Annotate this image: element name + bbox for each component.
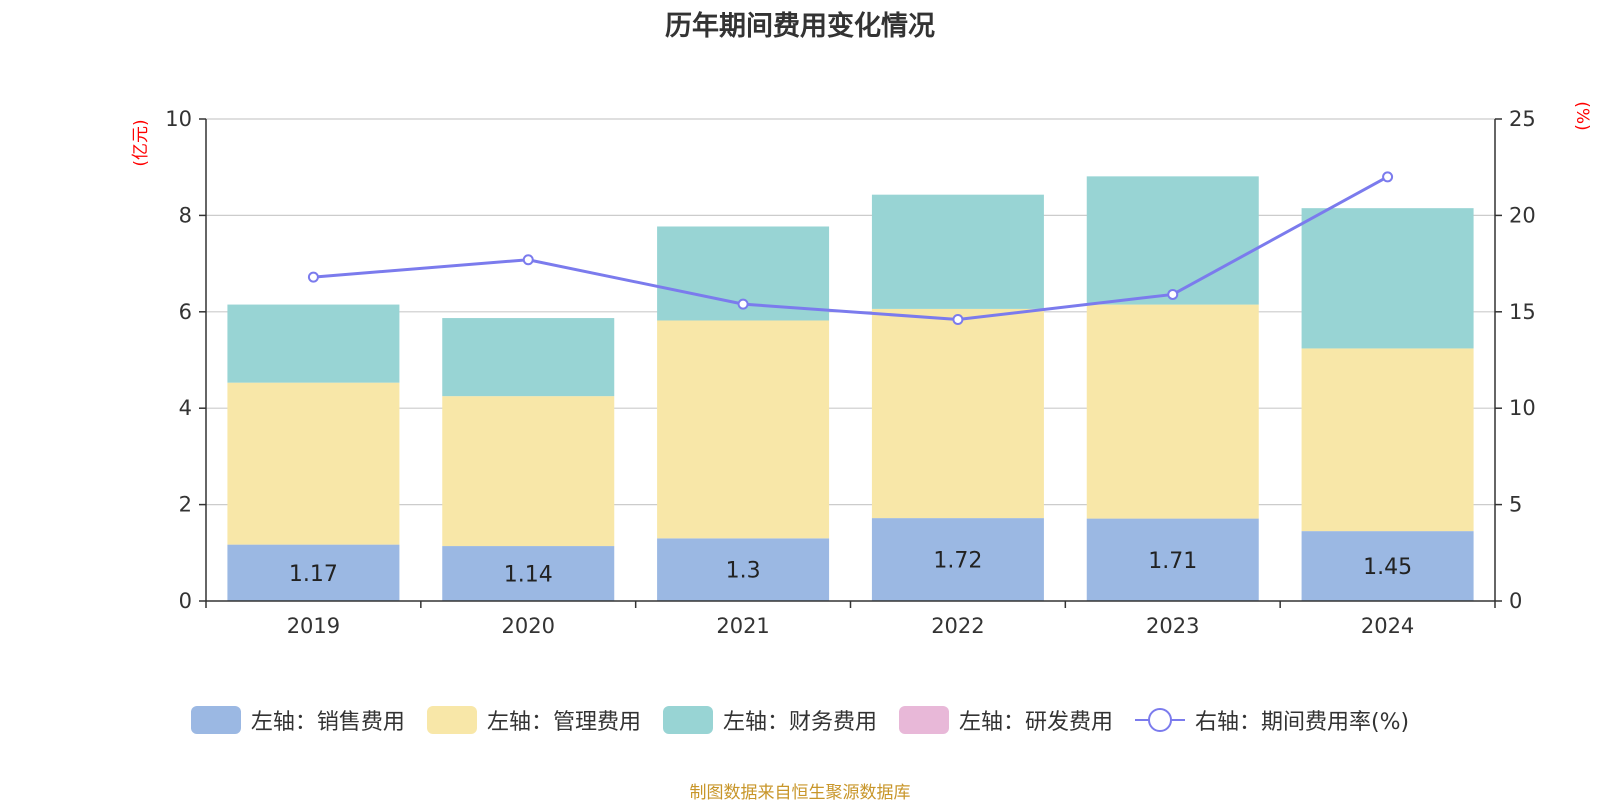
bar-segment-2024-0 [1301,531,1474,601]
legend-item[interactable]: 左轴：销售费用 [190,704,405,736]
legend-item[interactable]: 左轴：研发费用 [898,704,1113,736]
rate-point [952,314,964,326]
legend-item[interactable]: 左轴：财务费用 [662,704,877,736]
legend-item[interactable]: 左轴：管理费用 [426,704,641,736]
x-tick-label: 2019 [287,614,340,638]
bar-segment-2019-0 [227,544,400,601]
bar-segment-2022-0 [871,518,1044,601]
legend-label: 左轴：财务费用 [722,710,877,735]
rate-line-group [307,171,1394,326]
bar-segment-2020-2 [442,318,615,397]
x-tick-label: 2023 [1146,614,1199,638]
right-tick-label: 10 [1509,396,1536,420]
right-tick-label: 15 [1509,300,1536,324]
bar-segment-2021-1 [657,320,830,539]
chart-title: 历年期间费用变化情况 [665,11,935,42]
bar-segment-2024-1 [1301,348,1474,532]
bar-segment-2022-1 [871,308,1044,519]
x-tick-label: 2024 [1361,614,1414,638]
bar-label-2021: 1.3 [726,559,761,584]
legend: 左轴：销售费用 左轴：管理费用 左轴：财务费用 左轴：研发费用 右轴：期间费用率(%) [0,704,1600,736]
source-note: 制图数据来自恒生聚源数据库 [689,783,911,803]
legend-line-swatch [1134,708,1185,732]
rate-point [737,298,749,310]
axes: 0 2 4 6 8 10 0 5 10 15 20 25 2019 2020 2021 2022 2023 202… [165,107,1535,638]
bar-segment-2020-0 [442,546,615,601]
bar-group [227,176,1474,601]
legend-swatch [898,706,949,734]
bar-label-2024: 1.45 [1363,555,1412,580]
rate-point [1167,288,1179,300]
data-labels: 1.17 1.14 1.3 1.72 1.71 1.45 [289,549,1412,588]
right-tick-label: 20 [1509,203,1536,227]
left-axis-unit: (亿元) [131,119,151,166]
bar-segment-2022-2 [871,194,1044,309]
legend-swatch [662,706,713,734]
legend-label: 右轴：期间费用率(%) [1194,710,1410,735]
right-axis-unit: (%) [1572,101,1592,130]
legend-label: 左轴：研发费用 [958,710,1113,735]
right-tick-label: 0 [1509,589,1522,613]
legend-label: 左轴：销售费用 [250,710,405,735]
bar-segment-2024-2 [1301,208,1474,349]
right-tick-label: 5 [1509,493,1522,517]
bar-segment-2023-2 [1086,176,1259,305]
rate-point [1382,171,1394,183]
bar-segment-2019-2 [227,304,400,383]
x-tick-label: 2022 [931,614,984,638]
legend-swatch [190,706,241,734]
left-tick-label: 6 [179,300,192,324]
legend-swatch [426,706,477,734]
bar-segment-2023-1 [1086,304,1259,519]
x-tick-label: 2021 [716,614,769,638]
rate-point [307,271,319,283]
right-tick-label: 25 [1509,107,1536,131]
bar-segment-2021-0 [657,538,830,601]
left-tick-label: 0 [179,589,192,613]
legend-item[interactable]: 右轴：期间费用率(%) [1134,704,1410,736]
bar-label-2022: 1.72 [933,549,982,574]
rate-point [522,254,534,266]
x-tick-label: 2020 [502,614,555,638]
left-tick-label: 8 [179,203,192,227]
bar-label-2020: 1.14 [504,563,553,588]
bar-label-2023: 1.71 [1148,549,1197,574]
left-tick-label: 4 [179,396,192,420]
bar-label-2019: 1.17 [289,562,338,587]
chart-plot: 0 2 4 6 8 10 0 5 10 15 20 25 2019 2020 2021 2022 2023 202… [131,101,1592,638]
bar-segment-2020-1 [442,396,615,547]
rate-line [313,175,1389,322]
bar-segment-2019-1 [227,382,400,545]
legend-label: 左轴：管理费用 [486,710,641,735]
bar-segment-2023-0 [1086,518,1259,601]
left-tick-label: 10 [165,107,192,131]
left-tick-label: 2 [179,493,192,517]
